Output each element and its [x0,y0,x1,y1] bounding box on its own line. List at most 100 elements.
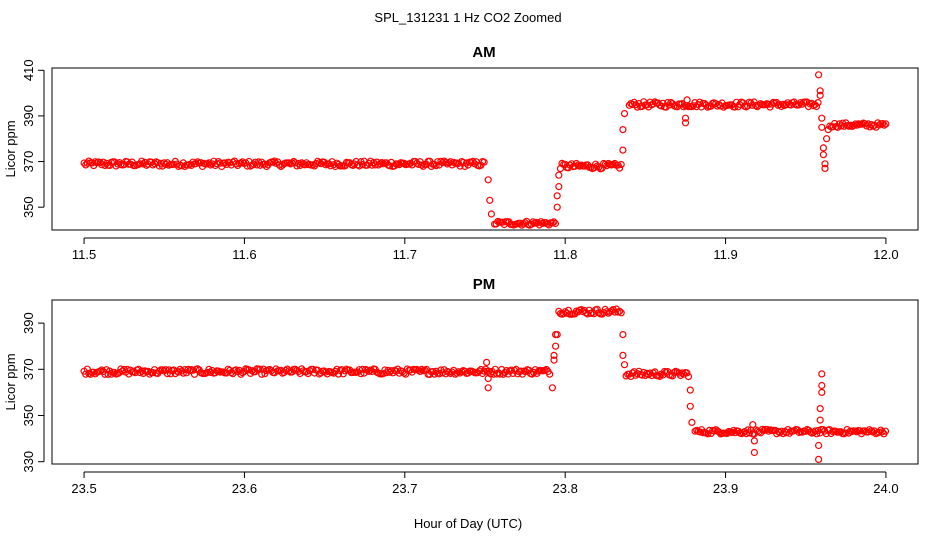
figure-title: SPL_131231 1 Hz CO2 Zoomed [374,10,561,25]
pm-data-point [546,370,554,378]
pm-panel: PM 23.5 23.6 23.7 23.8 23.9 24.0 330 350 370 390… [3,276,919,496]
pm-outlier-point [484,374,492,383]
pm-data-point [542,365,551,374]
am-data-point [853,121,861,129]
pm-x-tick-label: 23.7 [392,481,417,496]
am-outlier-point [822,135,831,143]
pm-x-tick-label: 23.9 [713,481,738,496]
pm-outlier-point [550,351,558,359]
am-data-point [358,161,367,169]
am-data-point [232,160,240,168]
pm-data-point [363,366,371,374]
am-data-point [649,100,657,108]
pm-data-point [644,371,653,379]
pm-data-point [728,428,736,436]
pm-data-point [881,427,890,435]
am-outlier-point [819,144,828,152]
pm-data-point [615,307,624,315]
am-outlier-point [814,71,823,79]
pm-data-point [710,427,718,435]
pm-outlier-point [818,370,826,378]
x-axis-label: Hour of Day (UTC) [414,516,522,531]
pm-outlier-point [750,448,759,457]
pm-data-point [285,367,293,375]
am-data-point [812,102,821,111]
am-y-tick-label: 390 [21,105,36,127]
am-outlier-point [681,119,690,127]
am-data-point [192,160,200,168]
am-data-point [882,120,890,128]
am-data-point [326,162,335,170]
am-data-point [214,158,223,166]
pm-y-axis: 330 350 370 390 [21,312,45,473]
pm-outlier-point [686,386,694,394]
am-data-point [587,163,595,171]
pm-data-point [110,368,119,377]
pm-data-point [502,367,511,375]
am-x-tick-label: 11.7 [393,247,417,262]
pm-data-point [684,373,693,381]
am-data-point [696,98,704,106]
pm-outlier-point [750,437,759,445]
am-data-point [633,103,641,111]
pm-outlier-point [550,356,558,364]
pm-outlier-point [818,388,826,396]
am-x-tick-label: 11.8 [553,247,577,262]
pm-data-point [496,370,504,378]
am-data-point [269,158,277,166]
am-x-axis: 11.5 11.6 11.7 11.8 11.9 12.0 [72,237,899,262]
pm-outlier-point [816,416,824,424]
am-data-point [243,162,251,170]
pm-data-point [118,367,127,375]
am-y-axis: 350 370 390 410 [21,59,45,218]
pm-data-point [801,427,810,435]
pm-outlier-point [548,384,557,392]
am-data-point [617,160,625,169]
am-data-point [580,162,589,170]
am-data-point [529,218,537,226]
am-points [80,71,890,229]
pm-data-point [282,366,290,375]
am-x-tick-label: 11.9 [713,247,737,262]
pm-data-point [418,365,426,373]
pm-panel-title: PM [473,276,496,293]
pm-outlier-point [814,455,823,463]
pm-data-point [333,365,341,373]
pm-data-point [232,366,240,374]
am-data-point [432,162,440,170]
pm-data-point [309,365,317,373]
pm-data-point [704,430,712,438]
pm-x-tick-label: 23.6 [232,481,257,496]
pm-y-tick-label: 350 [21,405,36,427]
pm-outlier-point [816,405,824,413]
am-data-point [442,158,450,166]
am-data-point [139,160,147,168]
pm-points [80,305,890,463]
pm-y-tick-label: 370 [21,358,36,380]
am-data-point [850,121,858,130]
am-outlier-point [620,109,629,118]
pm-data-point [603,308,611,316]
pm-outlier-point [553,331,561,339]
pm-x-axis: 23.5 23.6 23.7 23.8 23.9 24.0 [71,471,899,496]
pm-y-tick-label: 390 [21,312,36,334]
pm-y-tick-label: 330 [21,451,36,473]
am-outlier-point [681,114,690,122]
am-y-tick-label: 350 [21,196,36,218]
am-outlier-point [824,126,832,134]
am-data-point [275,161,283,169]
am-data-point [615,164,624,172]
am-data-point [782,101,790,109]
am-data-point [294,159,303,167]
pm-x-tick-label: 24.0 [873,481,898,496]
pm-data-point [878,428,886,436]
am-outlier-point [821,160,829,168]
pm-outlier-point [619,351,627,359]
am-data-point [878,119,887,128]
am-outlier-point [555,183,563,191]
am-y-axis-label: Licor ppm [3,120,18,177]
pm-outlier-point [749,421,757,429]
am-x-tick-label: 11.6 [232,247,256,262]
am-y-tick-label: 370 [21,151,36,173]
